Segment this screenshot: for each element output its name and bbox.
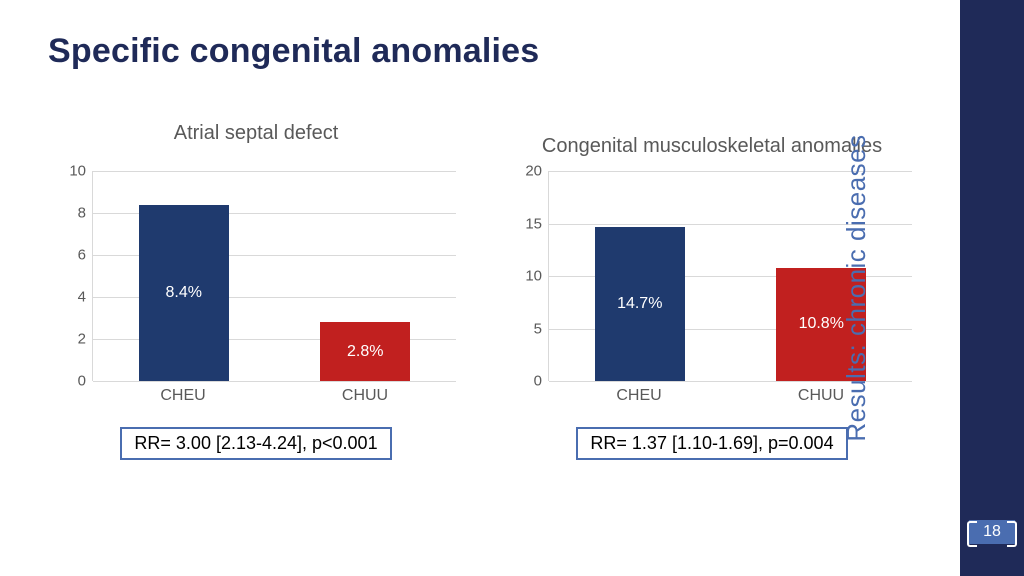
x-tick-label: CHEU (138, 381, 228, 405)
y-tick-label: 15 (525, 215, 542, 232)
chart-title: Congenital musculoskeletal anomalies (542, 107, 882, 159)
page-number-badge: 18 (969, 520, 1015, 544)
y-tick-label: 6 (78, 247, 86, 264)
chart-plot: 02468108.4%2.8% (56, 171, 456, 381)
y-tick-label: 0 (78, 373, 86, 390)
x-tick-label: CHUU (320, 381, 410, 405)
y-axis-labels: 05101520 (512, 171, 548, 381)
main-content: Specific congenital anomalies Atrial sep… (0, 0, 960, 576)
charts-row: Atrial septal defect02468108.4%2.8%CHEUC… (48, 107, 920, 460)
y-tick-label: 10 (525, 268, 542, 285)
stat-box: RR= 3.00 [2.13-4.24], p<0.001 (120, 427, 391, 460)
x-axis-labels: CHEU CHUU (56, 381, 456, 405)
y-tick-label: 10 (69, 163, 86, 180)
bar-value-label: 10.8% (799, 315, 844, 333)
grid-line (93, 381, 456, 382)
y-tick-label: 5 (534, 320, 542, 337)
plot-area: 8.4% 2.8% (92, 171, 456, 381)
bar-value-label: 2.8% (347, 343, 383, 361)
y-axis-labels: 0246810 (56, 171, 92, 381)
x-tick-label: CHEU (594, 381, 684, 405)
bar-value-label: 14.7% (617, 295, 662, 313)
y-tick-label: 0 (534, 373, 542, 390)
y-tick-label: 8 (78, 205, 86, 222)
section-sidebar: Results: chronic diseases 18 (960, 0, 1024, 576)
y-tick-label: 20 (525, 163, 542, 180)
bar-cheu: 8.4% (139, 205, 229, 381)
bar-chuu: 2.8% (320, 322, 410, 381)
y-tick-label: 4 (78, 289, 86, 306)
bars-container: 8.4% 2.8% (93, 171, 456, 381)
sidebar-label: Results: chronic diseases (841, 134, 872, 441)
stat-box: RR= 1.37 [1.10-1.69], p=0.004 (576, 427, 847, 460)
chart-0: Atrial septal defect02468108.4%2.8%CHEUC… (48, 107, 464, 460)
y-tick-label: 2 (78, 331, 86, 348)
slide-title: Specific congenital anomalies (48, 32, 920, 71)
bar-cheu: 14.7% (595, 227, 685, 381)
bar-value-label: 8.4% (166, 284, 202, 302)
chart-title: Atrial septal defect (174, 107, 339, 159)
